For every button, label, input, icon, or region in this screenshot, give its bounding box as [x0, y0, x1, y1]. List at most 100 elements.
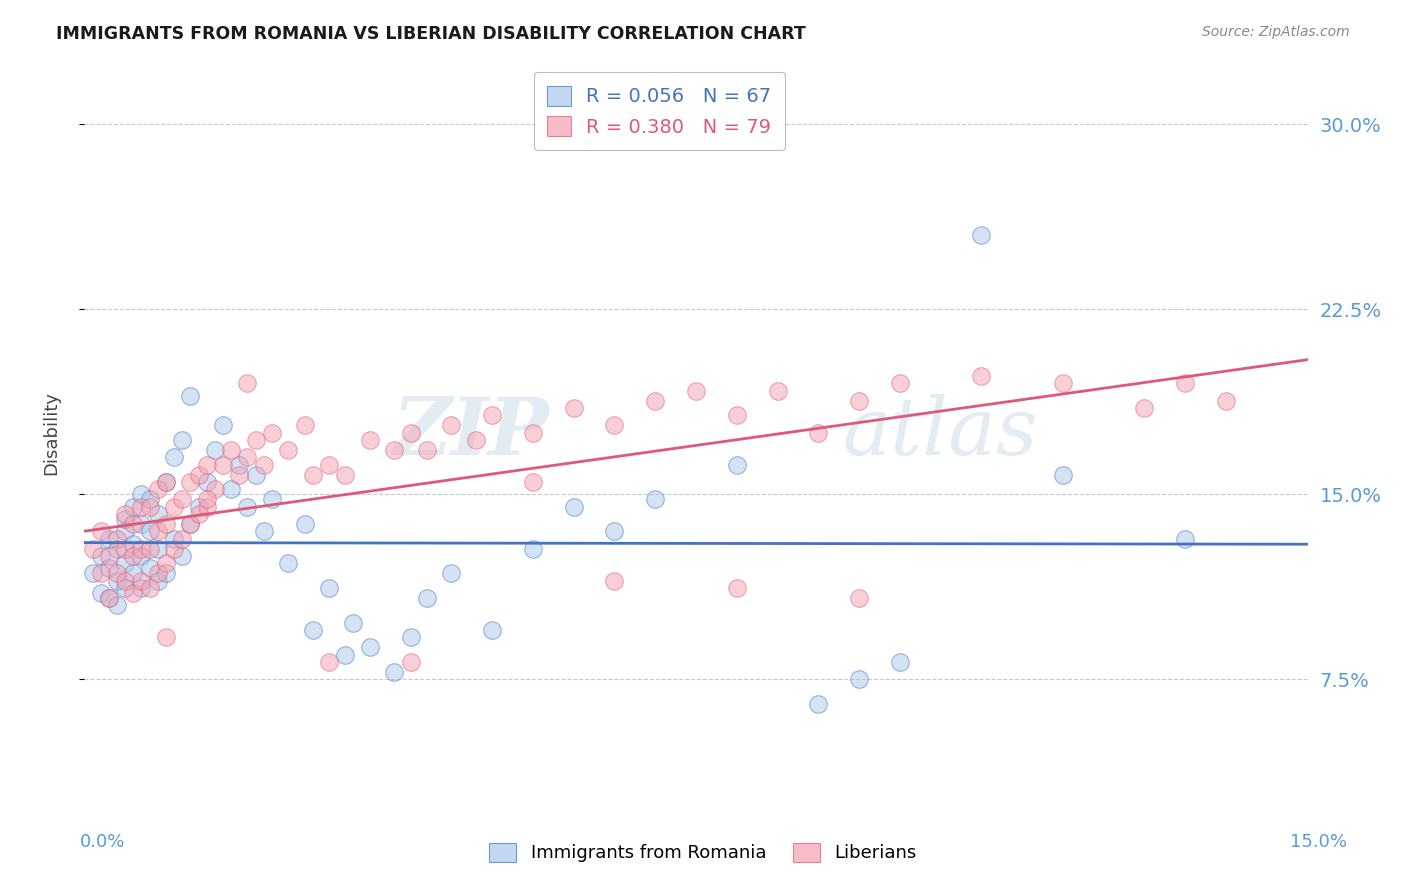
Point: [146, 541, 169, 556]
Point: [1052, 376, 1074, 391]
Point: [294, 418, 316, 433]
Point: [122, 536, 145, 550]
Point: [172, 433, 194, 447]
Point: [131, 581, 153, 595]
Point: [848, 673, 870, 687]
Point: [179, 516, 201, 531]
Point: [440, 418, 463, 433]
Point: [163, 532, 186, 546]
Point: [155, 566, 177, 581]
Point: [131, 574, 153, 588]
Point: [277, 557, 299, 571]
Point: [481, 623, 503, 637]
Point: [359, 640, 381, 655]
Point: [163, 500, 186, 514]
Point: [253, 458, 276, 472]
Point: [219, 442, 242, 457]
Point: [318, 581, 340, 595]
Point: [204, 442, 226, 457]
Point: [122, 566, 145, 581]
Point: [97, 591, 120, 605]
Point: [212, 418, 235, 433]
Point: [90, 566, 112, 581]
Point: [1215, 393, 1237, 408]
Point: [318, 655, 340, 669]
Point: [131, 500, 153, 514]
Point: [146, 566, 169, 581]
Point: [416, 442, 439, 457]
Point: [848, 591, 870, 605]
Point: [481, 409, 503, 423]
Point: [82, 566, 104, 581]
Point: [187, 507, 209, 521]
Point: [138, 561, 160, 575]
Point: [399, 655, 422, 669]
Point: [416, 591, 439, 605]
Point: [228, 467, 250, 482]
Point: [603, 574, 626, 588]
Point: [1174, 532, 1197, 546]
Point: [187, 500, 209, 514]
Point: [105, 532, 128, 546]
Point: [163, 450, 186, 465]
Point: [97, 561, 120, 575]
Point: [122, 549, 145, 563]
Point: [522, 541, 544, 556]
Point: [807, 425, 830, 440]
Point: [146, 507, 169, 521]
Point: [253, 524, 276, 539]
Point: [114, 581, 136, 595]
Point: [122, 586, 145, 600]
Point: [195, 492, 218, 507]
Point: [725, 409, 748, 423]
Point: [644, 393, 666, 408]
Point: [195, 500, 218, 514]
Point: [172, 549, 194, 563]
Point: [155, 516, 177, 531]
Point: [138, 492, 160, 507]
Point: [236, 500, 259, 514]
Y-axis label: Disability: Disability: [42, 391, 60, 475]
Point: [1133, 401, 1156, 415]
Point: [245, 433, 267, 447]
Point: [131, 541, 153, 556]
Point: [277, 442, 299, 457]
Point: [114, 557, 136, 571]
Point: [105, 599, 128, 613]
Point: [236, 376, 259, 391]
Point: [114, 524, 136, 539]
Point: [382, 442, 405, 457]
Point: [644, 492, 666, 507]
Point: [172, 532, 194, 546]
Point: [382, 665, 405, 679]
Point: [725, 458, 748, 472]
Point: [179, 516, 201, 531]
Point: [342, 615, 364, 630]
Point: [122, 500, 145, 514]
Point: [766, 384, 789, 398]
Point: [562, 401, 585, 415]
Point: [1174, 376, 1197, 391]
Point: [163, 541, 186, 556]
Legend: Immigrants from Romania, Liberians: Immigrants from Romania, Liberians: [482, 836, 924, 870]
Point: [97, 532, 120, 546]
Text: IMMIGRANTS FROM ROMANIA VS LIBERIAN DISABILITY CORRELATION CHART: IMMIGRANTS FROM ROMANIA VS LIBERIAN DISA…: [56, 25, 806, 43]
Point: [685, 384, 707, 398]
Point: [807, 697, 830, 711]
Point: [204, 483, 226, 497]
Point: [138, 524, 160, 539]
Point: [889, 376, 911, 391]
Point: [105, 541, 128, 556]
Text: 15.0%: 15.0%: [1291, 833, 1347, 851]
Point: [603, 524, 626, 539]
Point: [82, 541, 104, 556]
Point: [522, 475, 544, 489]
Point: [155, 475, 177, 489]
Point: [105, 574, 128, 588]
Point: [90, 549, 112, 563]
Point: [970, 368, 993, 383]
Point: [155, 631, 177, 645]
Point: [562, 500, 585, 514]
Point: [359, 433, 381, 447]
Text: atlas: atlas: [842, 394, 1038, 471]
